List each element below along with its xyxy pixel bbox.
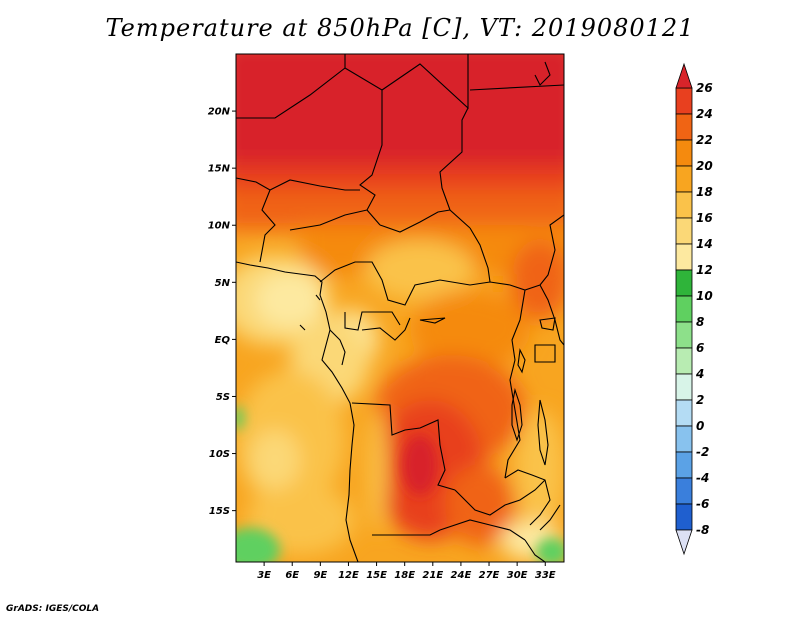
colorbar-label: 12 bbox=[696, 263, 713, 277]
colorbar-max-arrow bbox=[675, 62, 693, 89]
colorbar-label: 8 bbox=[696, 315, 704, 329]
colorbar-swatch bbox=[675, 191, 693, 219]
x-tick-label: 24E bbox=[451, 570, 472, 581]
x-tick-label: 15E bbox=[366, 570, 387, 581]
y-tick-label: 10N bbox=[208, 221, 231, 232]
colorbar-label: 22 bbox=[696, 133, 713, 147]
colorbar-label: 18 bbox=[696, 185, 713, 199]
x-tick-label: 6E bbox=[285, 570, 299, 581]
colorbar-swatch bbox=[675, 373, 693, 401]
colorbar-label: 26 bbox=[696, 81, 713, 95]
colorbar-label: 24 bbox=[696, 107, 713, 121]
colorbar-swatch bbox=[675, 217, 693, 245]
colorbar-label: 14 bbox=[696, 237, 713, 251]
y-tick-label: 10S bbox=[209, 449, 230, 460]
map-frame bbox=[235, 53, 565, 563]
colorbar-swatch bbox=[675, 139, 693, 167]
colorbar-swatch bbox=[675, 321, 693, 349]
y-tick-label: EQ bbox=[215, 335, 231, 346]
y-tick-label: 20N bbox=[208, 107, 231, 118]
colorbar-label: -4 bbox=[696, 471, 709, 485]
colorbar-swatch bbox=[675, 295, 693, 323]
colorbar-label: 0 bbox=[696, 419, 704, 433]
x-tick-label: 21E bbox=[422, 570, 443, 581]
y-tick-label: 15S bbox=[209, 506, 230, 517]
colorbar-swatch bbox=[675, 243, 693, 271]
colorbar-swatch bbox=[675, 113, 693, 141]
colorbar-swatch bbox=[675, 165, 693, 193]
colorbar-swatch bbox=[675, 503, 693, 531]
colorbar-label: 6 bbox=[696, 341, 704, 355]
colorbar-label: -6 bbox=[696, 497, 709, 511]
colorbar-label: 4 bbox=[695, 367, 704, 381]
country-borders bbox=[236, 54, 564, 562]
x-tick-label: 33E bbox=[535, 570, 556, 581]
colorbar-swatch bbox=[675, 399, 693, 427]
x-tick-label: 18E bbox=[394, 570, 415, 581]
colorbar-swatch bbox=[675, 451, 693, 479]
colorbar-label: 2 bbox=[696, 393, 704, 407]
colorbar-label: -2 bbox=[696, 445, 709, 459]
colorbar-swatch bbox=[675, 87, 693, 115]
colorbar-swatch bbox=[675, 425, 693, 453]
x-tick-label: 9E bbox=[313, 570, 327, 581]
x-tick-label: 30E bbox=[507, 570, 528, 581]
y-tick-label: 15N bbox=[208, 164, 231, 175]
colorbar-label: 16 bbox=[696, 211, 713, 225]
colorbar-swatch bbox=[675, 269, 693, 297]
x-tick-label: 12E bbox=[338, 570, 359, 581]
x-tick-label: 3E bbox=[257, 570, 271, 581]
x-axis-ticks: 3E 6E 9E 12E 15E 18E 21E 24E 27E 30E 33E bbox=[257, 562, 556, 581]
grads-credit: GrADS: IGES/COLA bbox=[6, 604, 100, 614]
chart-title: Temperature at 850hPa [C], VT: 201908012… bbox=[105, 14, 695, 42]
colorbar-swatch bbox=[675, 477, 693, 505]
temperature-field bbox=[236, 54, 564, 562]
y-axis-ticks: 20N 15N 10N 5N EQ 5S 10S 15S bbox=[208, 107, 236, 517]
colorbar-label: 20 bbox=[696, 159, 713, 173]
colorbar-label: 10 bbox=[696, 289, 713, 303]
colorbar-label: -8 bbox=[696, 523, 709, 537]
y-tick-label: 5N bbox=[215, 278, 231, 289]
colorbar-min-arrow bbox=[675, 529, 693, 556]
colorbar-swatch bbox=[675, 347, 693, 375]
y-tick-label: 5S bbox=[216, 392, 230, 403]
x-tick-label: 27E bbox=[479, 570, 500, 581]
